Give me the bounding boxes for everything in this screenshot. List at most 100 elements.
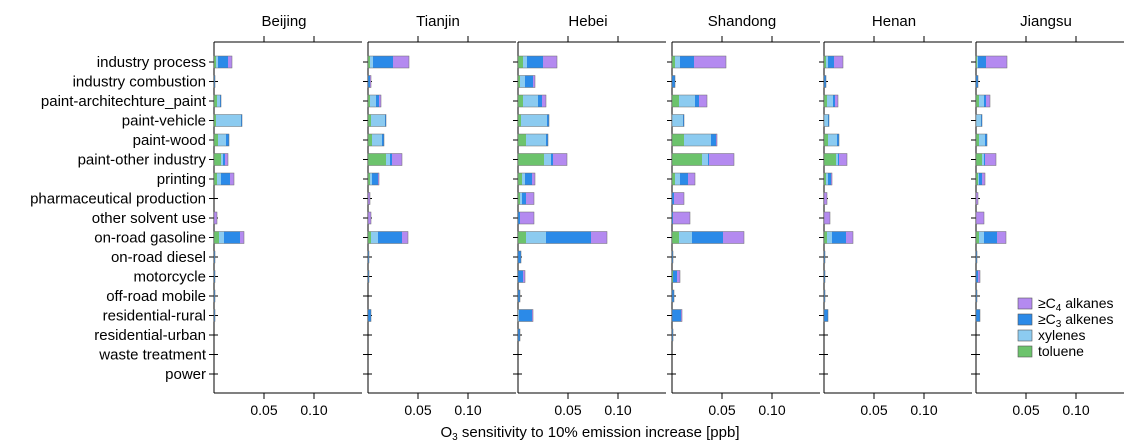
bar-segment-xylenes bbox=[824, 114, 828, 127]
bar-segment-alkenes bbox=[981, 114, 982, 127]
bar-segment-alkanes bbox=[378, 173, 379, 185]
bar-segment-alkenes bbox=[538, 95, 542, 107]
category-labels: industry process industry combustion paint… bbox=[30, 54, 207, 383]
bar-segment-alkenes bbox=[214, 251, 215, 263]
bar-segment-xylenes bbox=[370, 95, 376, 107]
bar-outline bbox=[213, 270, 216, 283]
bar-segment-alkenes bbox=[547, 114, 549, 127]
bar-segment-xylenes bbox=[679, 231, 692, 244]
bar-segment-toluene bbox=[518, 134, 526, 146]
bar-outline bbox=[975, 250, 978, 264]
bar-segment-toluene bbox=[368, 56, 370, 68]
bar-segment-alkenes bbox=[838, 153, 839, 166]
bar-outline bbox=[823, 55, 844, 69]
bar-segment-alkenes bbox=[519, 309, 532, 322]
bar-outline bbox=[213, 250, 216, 264]
bar-segment-toluene bbox=[824, 56, 826, 68]
bar-segment-alkenes bbox=[214, 270, 215, 283]
bar-segment-alkanes bbox=[673, 212, 690, 224]
bar-segment-alkenes bbox=[546, 134, 548, 146]
bar-segment-alkenes bbox=[378, 231, 402, 244]
panel-title: Henan bbox=[872, 13, 916, 30]
bar-segment-alkanes bbox=[688, 173, 695, 185]
bar-segment-xylenes bbox=[672, 114, 683, 127]
bar-outline bbox=[823, 114, 830, 127]
bar-segment-alkenes bbox=[226, 134, 229, 146]
category-label: paint-other industry bbox=[78, 152, 207, 169]
bar-segment-alkenes bbox=[833, 95, 835, 107]
bar-segment-alkenes bbox=[824, 290, 825, 302]
bar-segment-alkenes bbox=[979, 173, 982, 185]
category-label: paint-architechture_paint bbox=[41, 93, 207, 110]
bar-outline bbox=[671, 114, 685, 127]
bar-segment-toluene bbox=[976, 95, 979, 107]
bar-segment-toluene bbox=[214, 56, 216, 68]
x-tick-label: 0.05 bbox=[708, 402, 735, 418]
bar-outline bbox=[517, 289, 521, 303]
bar-outline bbox=[975, 153, 997, 166]
bar-segment-toluene bbox=[976, 173, 978, 185]
bar-segment-alkanes bbox=[834, 56, 843, 68]
bar-outline bbox=[671, 328, 674, 342]
bar-outline bbox=[367, 55, 410, 69]
bar-segment-alkenes bbox=[708, 153, 709, 166]
x-tick-label: 0.10 bbox=[1062, 402, 1089, 418]
bar-outline bbox=[975, 133, 988, 147]
bar-outline bbox=[823, 231, 854, 244]
bar-segment-toluene bbox=[368, 134, 372, 146]
bar-segment-toluene bbox=[518, 56, 523, 68]
bar-segment-xylenes bbox=[523, 56, 527, 68]
bar-outline bbox=[517, 231, 608, 244]
bar-segment-alkenes bbox=[214, 309, 215, 322]
panel-shandong: Shandong 0.05 0.10 bbox=[667, 13, 820, 418]
bar-segment-alkenes bbox=[546, 231, 591, 244]
bar-segment-alkenes bbox=[672, 309, 681, 322]
bar-segment-alkanes bbox=[392, 153, 402, 166]
panels: Beijing 0.05 0.10 Tianjin 0.05 0.10 Hebei 0.05 0… bbox=[209, 13, 1124, 418]
bar-segment-alkenes bbox=[672, 251, 673, 263]
bar-segment-alkenes bbox=[680, 56, 694, 68]
bar-segment-xylenes bbox=[370, 173, 372, 185]
bar-segment-alkanes bbox=[225, 153, 228, 166]
bar-segment-xylenes bbox=[827, 95, 833, 107]
category-label: residential-rural bbox=[103, 308, 206, 325]
bar-segment-alkenes bbox=[224, 231, 240, 244]
bar-segment-toluene bbox=[976, 153, 982, 166]
bar-segment-toluene bbox=[518, 231, 526, 244]
bar-segment-alkenes bbox=[368, 75, 370, 88]
bar-segment-toluene bbox=[214, 95, 217, 107]
bar-segment-alkanes bbox=[985, 153, 996, 166]
bar-outline bbox=[671, 192, 685, 205]
bar-segment-alkenes bbox=[672, 192, 674, 205]
bar-outline bbox=[213, 289, 216, 303]
bar-segment-alkanes bbox=[976, 192, 978, 205]
bar-segment-alkanes bbox=[677, 270, 680, 283]
bar-segment-alkenes bbox=[372, 173, 378, 185]
bar-segment-alkanes bbox=[591, 231, 607, 244]
bar-outline bbox=[367, 75, 372, 88]
bar-outline bbox=[823, 192, 828, 205]
bar-outline bbox=[975, 309, 981, 322]
bar-segment-xylenes bbox=[679, 95, 695, 107]
category-label: industry process bbox=[97, 54, 206, 71]
bar-segment-xylenes bbox=[675, 56, 680, 68]
legend-label-alkenes: ≥C3 alkenes bbox=[1038, 311, 1114, 330]
bar-segment-xylenes bbox=[979, 231, 984, 244]
panel-hebei: Hebei 0.05 0.10 bbox=[513, 13, 666, 418]
bar-outline bbox=[213, 211, 218, 225]
legend-label-xylenes: xylenes bbox=[1038, 327, 1085, 343]
bar-segment-alkanes bbox=[824, 192, 827, 205]
bar-segment-toluene bbox=[672, 173, 675, 185]
bar-segment-alkenes bbox=[382, 134, 384, 146]
bar-outline bbox=[975, 211, 985, 225]
bar-segment-xylenes bbox=[216, 56, 218, 68]
bar-segment-xylenes bbox=[977, 56, 978, 68]
panel-tianjin: Tianjin 0.05 0.10 bbox=[363, 13, 516, 418]
bar-segment-xylenes bbox=[544, 153, 551, 166]
bar-segment-toluene bbox=[368, 173, 370, 185]
panel-henan: Henan 0.05 0.10 bbox=[819, 13, 972, 418]
bar-outline bbox=[367, 172, 380, 186]
bar-segment-xylenes bbox=[518, 309, 519, 322]
bar-segment-alkanes bbox=[368, 192, 370, 205]
